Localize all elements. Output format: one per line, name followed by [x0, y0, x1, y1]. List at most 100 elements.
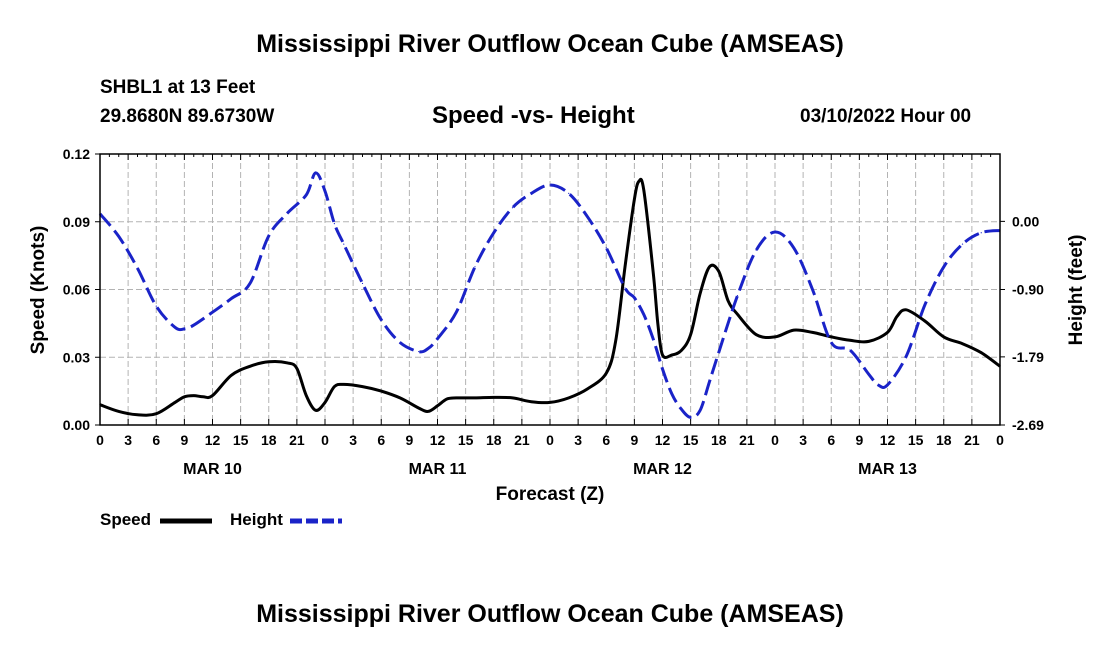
x-tick-label: 12 [880, 432, 896, 448]
series-speed-point [624, 266, 626, 268]
x-axis-label: Forecast (Z) [496, 484, 605, 505]
chart-title: Speed -vs- Height [432, 102, 635, 129]
legend-speed-swatch [160, 518, 212, 524]
x-tick-label: 3 [124, 432, 132, 448]
station-label: SHBL1 at 13 Feet [100, 77, 256, 98]
series-height-point [193, 324, 195, 326]
series-speed-point [361, 386, 364, 388]
x-tick-label: 12 [655, 432, 671, 448]
series-speed-point [446, 398, 448, 400]
series-speed-point [774, 336, 776, 338]
series-speed-point [605, 372, 607, 374]
y2-tick-label: -0.90 [1012, 282, 1044, 298]
series-height-point [418, 350, 420, 353]
series-height-point [943, 266, 945, 268]
series-speed-point [174, 401, 176, 404]
page-title: Mississippi River Outflow Ocean Cube (AM… [256, 30, 844, 58]
series-height-point [774, 231, 776, 233]
page-title-bottom: Mississippi River Outflow Ocean Cube (AM… [256, 600, 844, 628]
x-tick-label: 15 [908, 432, 924, 448]
series-speed-point [690, 334, 692, 336]
x-date-label: MAR 11 [409, 461, 467, 478]
series-speed-point [615, 340, 617, 343]
series-height-point [736, 294, 739, 297]
series-height-point [718, 351, 720, 353]
series-height-point [605, 247, 607, 249]
series-speed-point [399, 397, 401, 399]
series-speed-point [586, 388, 589, 390]
x-tick-label: 18 [936, 432, 952, 448]
series-speed-point [849, 339, 851, 341]
series-speed-point [286, 362, 289, 364]
series-speed-point [980, 352, 982, 354]
series-height-point [155, 305, 157, 307]
series-speed-point [793, 329, 795, 331]
series-height-point [868, 373, 870, 375]
series-height-point [699, 410, 701, 412]
series-speed-point [943, 336, 945, 338]
series-height-point [493, 232, 495, 234]
series-height-point [211, 311, 214, 313]
series-speed-point [268, 361, 270, 363]
series-speed-point [530, 401, 532, 403]
y2-axis-label: Height (feet) [1066, 235, 1087, 346]
series-height-point [268, 235, 270, 237]
x-tick-label: 18 [486, 432, 502, 448]
series-speed-point [896, 316, 898, 318]
series-speed-point [474, 397, 476, 399]
series-speed-point [193, 395, 195, 397]
series-height-point [680, 408, 682, 410]
series-height-point [436, 338, 439, 340]
series-speed-point [418, 407, 420, 409]
series-speed-point [549, 401, 551, 404]
series-height-point [380, 319, 382, 321]
series-speed-point [333, 386, 335, 388]
series-height-point [624, 287, 626, 289]
series-height-point [924, 304, 926, 306]
series-speed-point [427, 410, 429, 413]
y2-tick-label: 0.00 [1012, 213, 1039, 229]
series-height-point [530, 192, 532, 194]
series-speed-point [230, 374, 232, 376]
series-height-point [549, 184, 551, 186]
y-tick-label: 0.00 [63, 417, 90, 433]
series-speed-point [755, 334, 757, 336]
series-height-point [136, 267, 139, 269]
forecast-date: 03/10/2022 Hour 00 [800, 106, 972, 127]
series-speed-point [905, 309, 907, 311]
x-tick-label: 9 [405, 432, 413, 448]
series-height-point [343, 243, 345, 245]
x-tick-label: 12 [430, 432, 446, 448]
series-height-point [643, 313, 645, 316]
series-speed-point [455, 397, 457, 399]
series-speed-point [493, 396, 495, 399]
series-speed-point [708, 266, 710, 268]
series-height-point [811, 288, 814, 291]
series-speed-point [736, 313, 739, 315]
chart-grid [100, 154, 1000, 425]
series-height-point [305, 194, 307, 196]
series-height-point [249, 282, 251, 285]
series-speed-point [136, 414, 139, 416]
series-speed-point [511, 397, 514, 399]
chart-axes: 0 3 6 9 12 15 18 21 0 3 6 9 12 15 18 21 0 3 6 9 12 15 18 21 0 3 6 9… [63, 146, 1044, 478]
series-height-point [324, 190, 326, 192]
series-speed-point [249, 365, 251, 367]
x-tick-label: 0 [771, 432, 779, 448]
series-speed-point [202, 396, 204, 398]
x-tick-label: 0 [996, 432, 1004, 448]
series-speed-point [868, 340, 870, 343]
series-height-point [474, 266, 476, 268]
x-tick-label: 3 [574, 432, 582, 448]
x-tick-label: 3 [349, 432, 357, 448]
y-tick-label: 0.06 [63, 282, 90, 298]
x-tick-label: 9 [855, 432, 863, 448]
series-height-point [905, 355, 907, 357]
y-tick-label: 0.03 [63, 349, 90, 365]
series-speed-point [811, 331, 814, 334]
x-tick-label: 0 [96, 432, 104, 448]
series-speed-point [436, 405, 439, 407]
legend-height-label: Height [230, 510, 283, 529]
x-tick-label: 15 [683, 432, 699, 448]
series-speed-point [652, 270, 654, 273]
